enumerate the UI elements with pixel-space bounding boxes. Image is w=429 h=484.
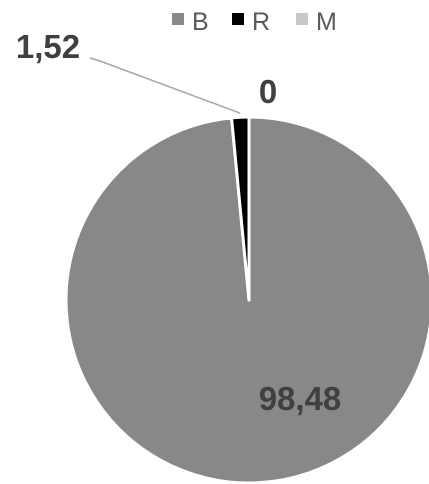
data-labels: 98,48 1,52 0 <box>16 28 341 417</box>
legend-label-r: R <box>252 8 270 36</box>
legend-swatch-b <box>172 13 184 25</box>
legend-swatch-r <box>232 13 244 25</box>
leader-line-r <box>89 57 241 114</box>
data-label-r: 1,52 <box>16 28 80 65</box>
legend-label-m: M <box>316 8 337 36</box>
legend-label-b: B <box>192 8 209 36</box>
pie-slice-r <box>230 115 251 302</box>
pie-slices <box>64 115 429 484</box>
leader-lines <box>89 57 241 114</box>
legend-swatch-m <box>296 13 308 25</box>
data-label-b: 98,48 <box>259 380 342 417</box>
data-label-m: 0 <box>259 73 277 110</box>
